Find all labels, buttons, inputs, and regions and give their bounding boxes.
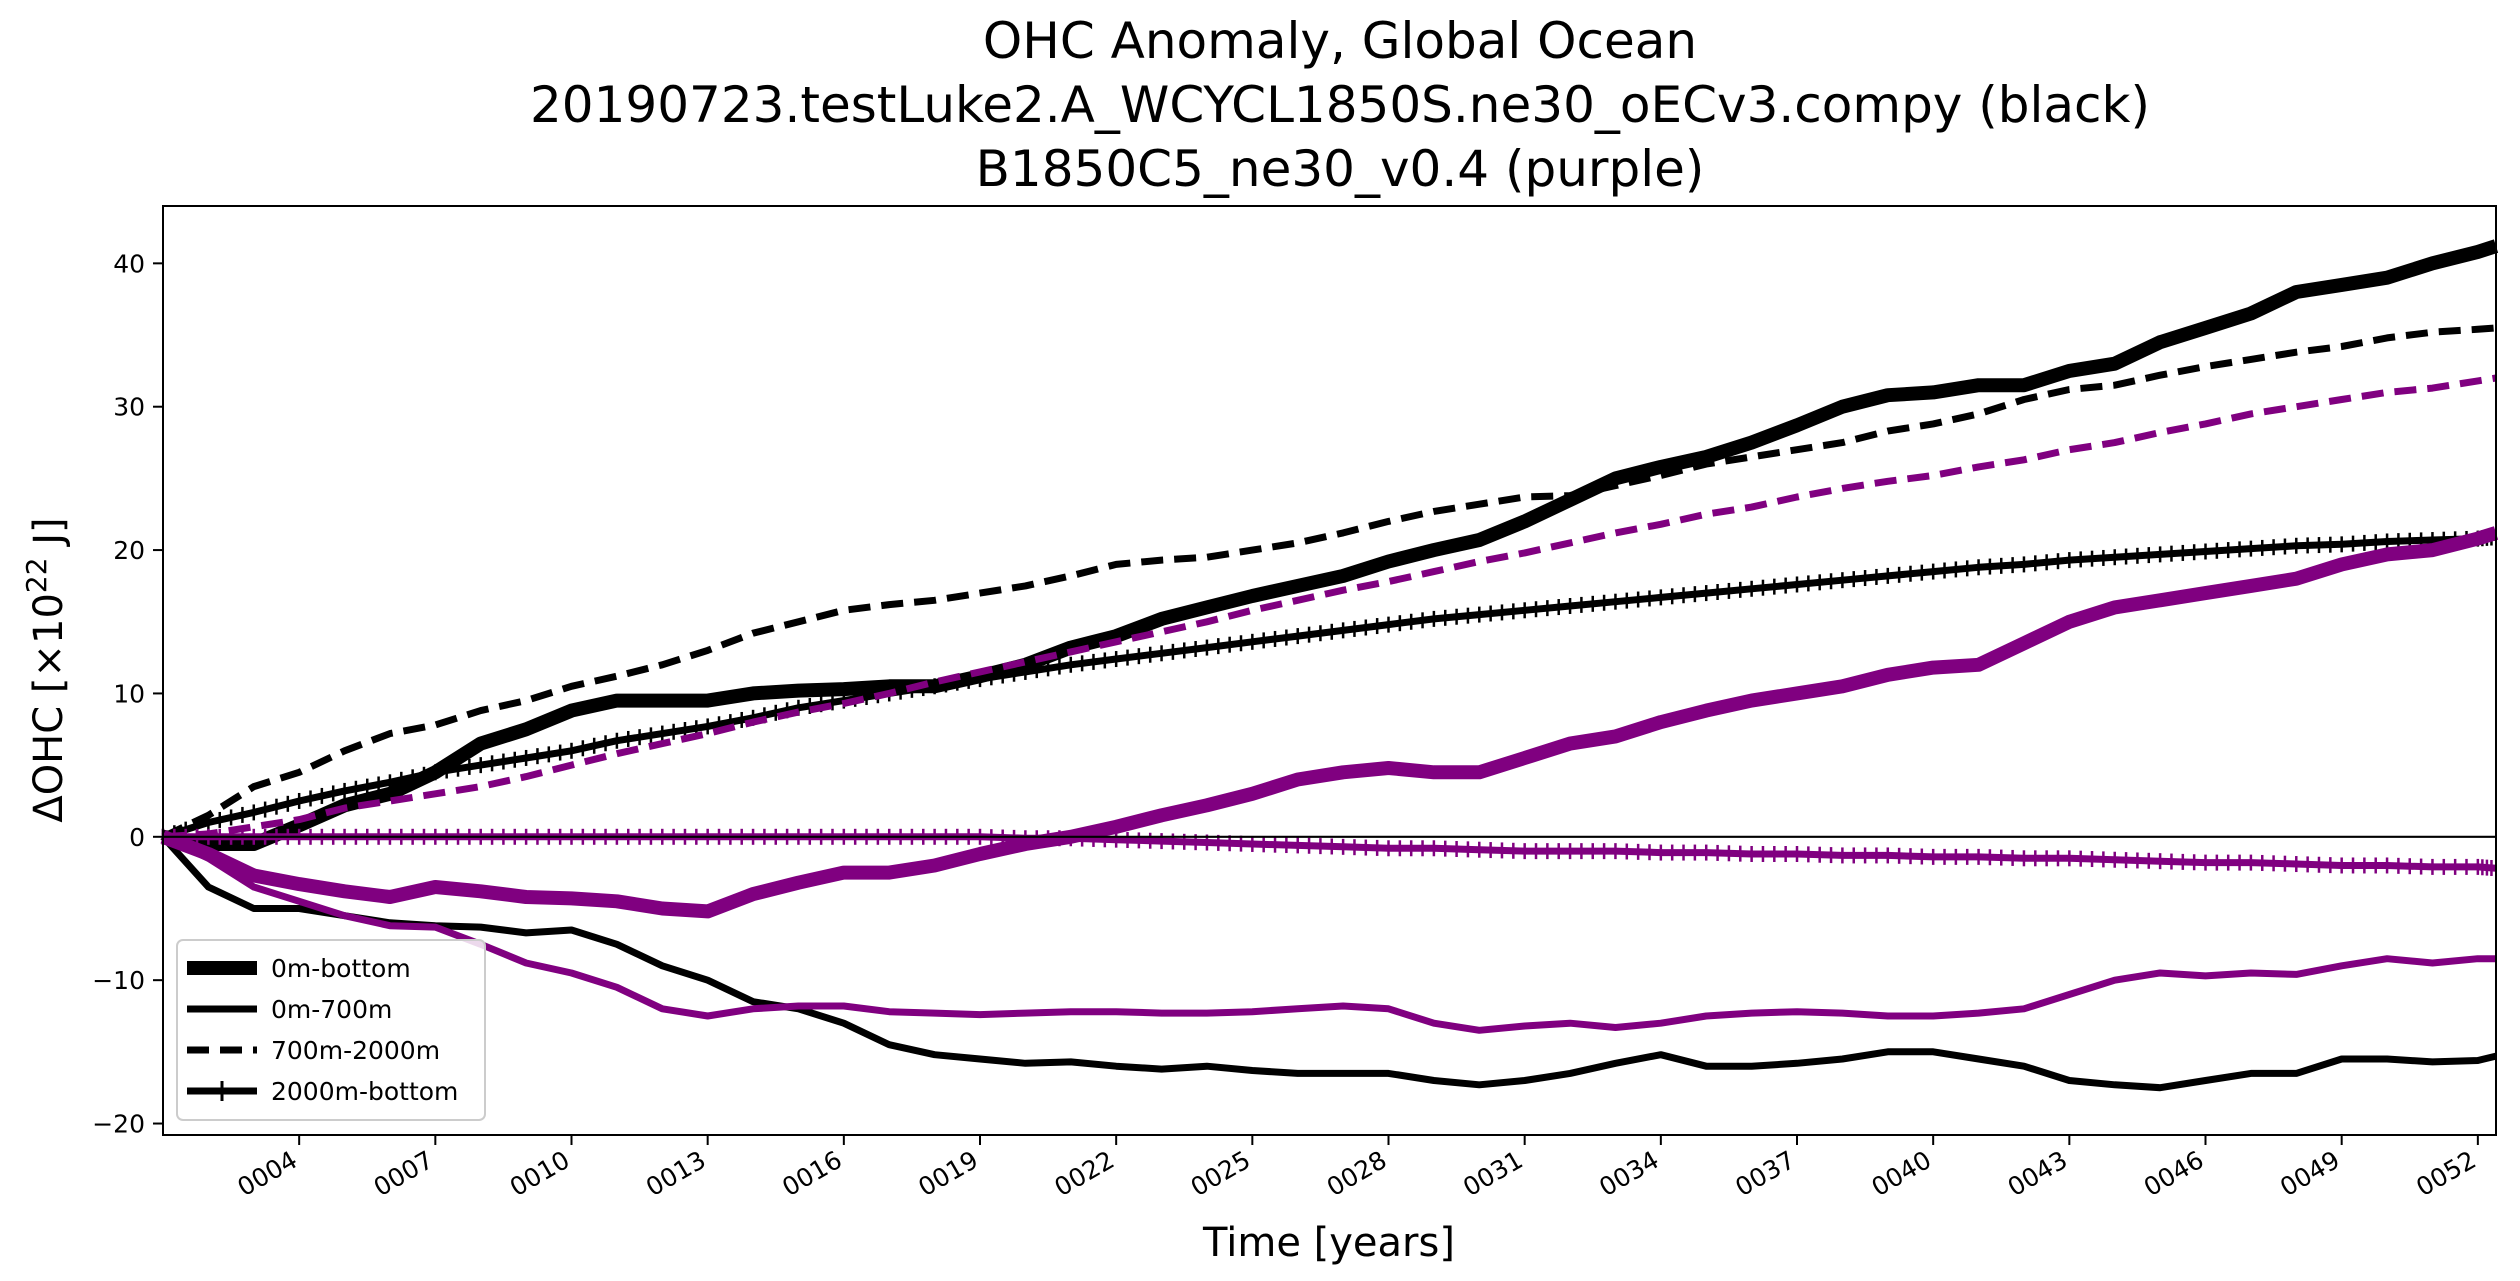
x-tick-label: 0007 bbox=[369, 1145, 439, 1202]
y-axis-label-exponent: 22 bbox=[20, 557, 53, 593]
x-axis-ticks: 0004 0007 0010 0013 0016 0019 0022 0025 0028 0031… bbox=[233, 1135, 2481, 1202]
series-black-0m-700m bbox=[160, 834, 2497, 1092]
y-tick-label: 0 bbox=[129, 823, 145, 852]
y-tick-label: −10 bbox=[92, 966, 145, 995]
legend-frame bbox=[176, 939, 486, 1121]
x-tick-label: 0046 bbox=[2139, 1145, 2209, 1202]
y-tick-label: −20 bbox=[92, 1110, 145, 1139]
series-line bbox=[163, 833, 2497, 872]
series-line bbox=[160, 526, 2499, 919]
x-tick-label: 0004 bbox=[233, 1145, 303, 1202]
x-tick-label: 0028 bbox=[1322, 1145, 1392, 1202]
x-tick-label: 0037 bbox=[1730, 1145, 1800, 1202]
legend-item: 0m-700m bbox=[187, 995, 392, 1024]
y-axis-label: ΔOHC [×1022 J] bbox=[20, 517, 72, 822]
series-line bbox=[162, 374, 2497, 841]
legend-item: 2000m-bottom bbox=[187, 1077, 458, 1106]
series-line bbox=[161, 239, 2499, 851]
series-black-700m-2000m bbox=[161, 324, 2497, 840]
y-tick-label: 20 bbox=[113, 536, 145, 565]
series-purple-700m-2000m bbox=[162, 374, 2497, 841]
x-tick-label: 0025 bbox=[1186, 1145, 1256, 1202]
x-tick-label: 0031 bbox=[1458, 1145, 1528, 1202]
series-line bbox=[161, 833, 2496, 1034]
legend-item: 700m-2000m bbox=[187, 1036, 440, 1065]
series-line bbox=[160, 834, 2497, 1092]
x-tick-label: 0052 bbox=[2411, 1145, 2481, 1202]
x-tick-label: 0010 bbox=[505, 1145, 575, 1202]
y-tick-label: 30 bbox=[113, 393, 145, 422]
x-tick-label: 0013 bbox=[641, 1145, 711, 1202]
series-line bbox=[161, 324, 2497, 840]
series-black-2000m-bottom bbox=[161, 529, 2497, 845]
y-axis-ticks: −20 −10 0 10 20 30 40 bbox=[92, 249, 163, 1139]
title-line-2: 20190723.testLuke2.A_WCYCL1850S.ne30_oEC… bbox=[530, 76, 2150, 134]
x-tick-label: 0043 bbox=[2003, 1145, 2073, 1202]
title-line-1: OHC Anomaly, Global Ocean bbox=[983, 12, 1697, 70]
legend-label: 0m-700m bbox=[271, 995, 392, 1024]
x-tick-label: 0034 bbox=[1594, 1145, 1664, 1202]
x-tick-label: 0022 bbox=[1050, 1145, 1120, 1202]
chart-title: OHC Anomaly, Global Ocean 20190723.testL… bbox=[530, 12, 2150, 198]
series-layer bbox=[160, 239, 2499, 1092]
legend-label: 2000m-bottom bbox=[271, 1077, 458, 1106]
series-purple-0m-700m bbox=[161, 833, 2496, 1034]
legend: 0m-bottom 0m-700m 700m-2000m 2000m-bottom bbox=[176, 939, 486, 1121]
series-black-0m-bottom bbox=[161, 239, 2499, 851]
legend-label: 0m-bottom bbox=[271, 954, 411, 983]
series-purple-0m-bottom bbox=[160, 526, 2499, 919]
y-axis-label-main: ΔOHC [×10 bbox=[26, 593, 72, 823]
x-tick-label: 0049 bbox=[2275, 1145, 2345, 1202]
title-line-3: B1850C5_ne30_v0.4 (purple) bbox=[976, 140, 1705, 198]
x-tick-label: 0016 bbox=[777, 1145, 847, 1202]
plot-frame bbox=[162, 205, 2497, 1136]
y-axis-label-unit: J] bbox=[26, 517, 72, 557]
legend-item: 0m-bottom bbox=[187, 954, 411, 983]
x-tick-label: 0019 bbox=[913, 1145, 983, 1202]
x-tick-label: 0040 bbox=[1867, 1145, 1937, 1202]
x-axis-label: Time [years] bbox=[1202, 1220, 1455, 1266]
legend-label: 700m-2000m bbox=[271, 1036, 440, 1065]
y-tick-label: 10 bbox=[113, 679, 145, 708]
y-tick-label: 40 bbox=[113, 249, 145, 278]
